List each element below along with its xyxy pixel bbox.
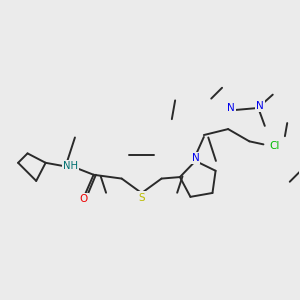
Text: N: N: [256, 101, 264, 111]
Text: O: O: [79, 194, 87, 204]
Text: N: N: [192, 153, 199, 163]
Text: S: S: [138, 193, 145, 202]
Text: Cl: Cl: [270, 141, 280, 151]
Text: NH: NH: [63, 161, 78, 171]
Text: N: N: [227, 103, 235, 113]
